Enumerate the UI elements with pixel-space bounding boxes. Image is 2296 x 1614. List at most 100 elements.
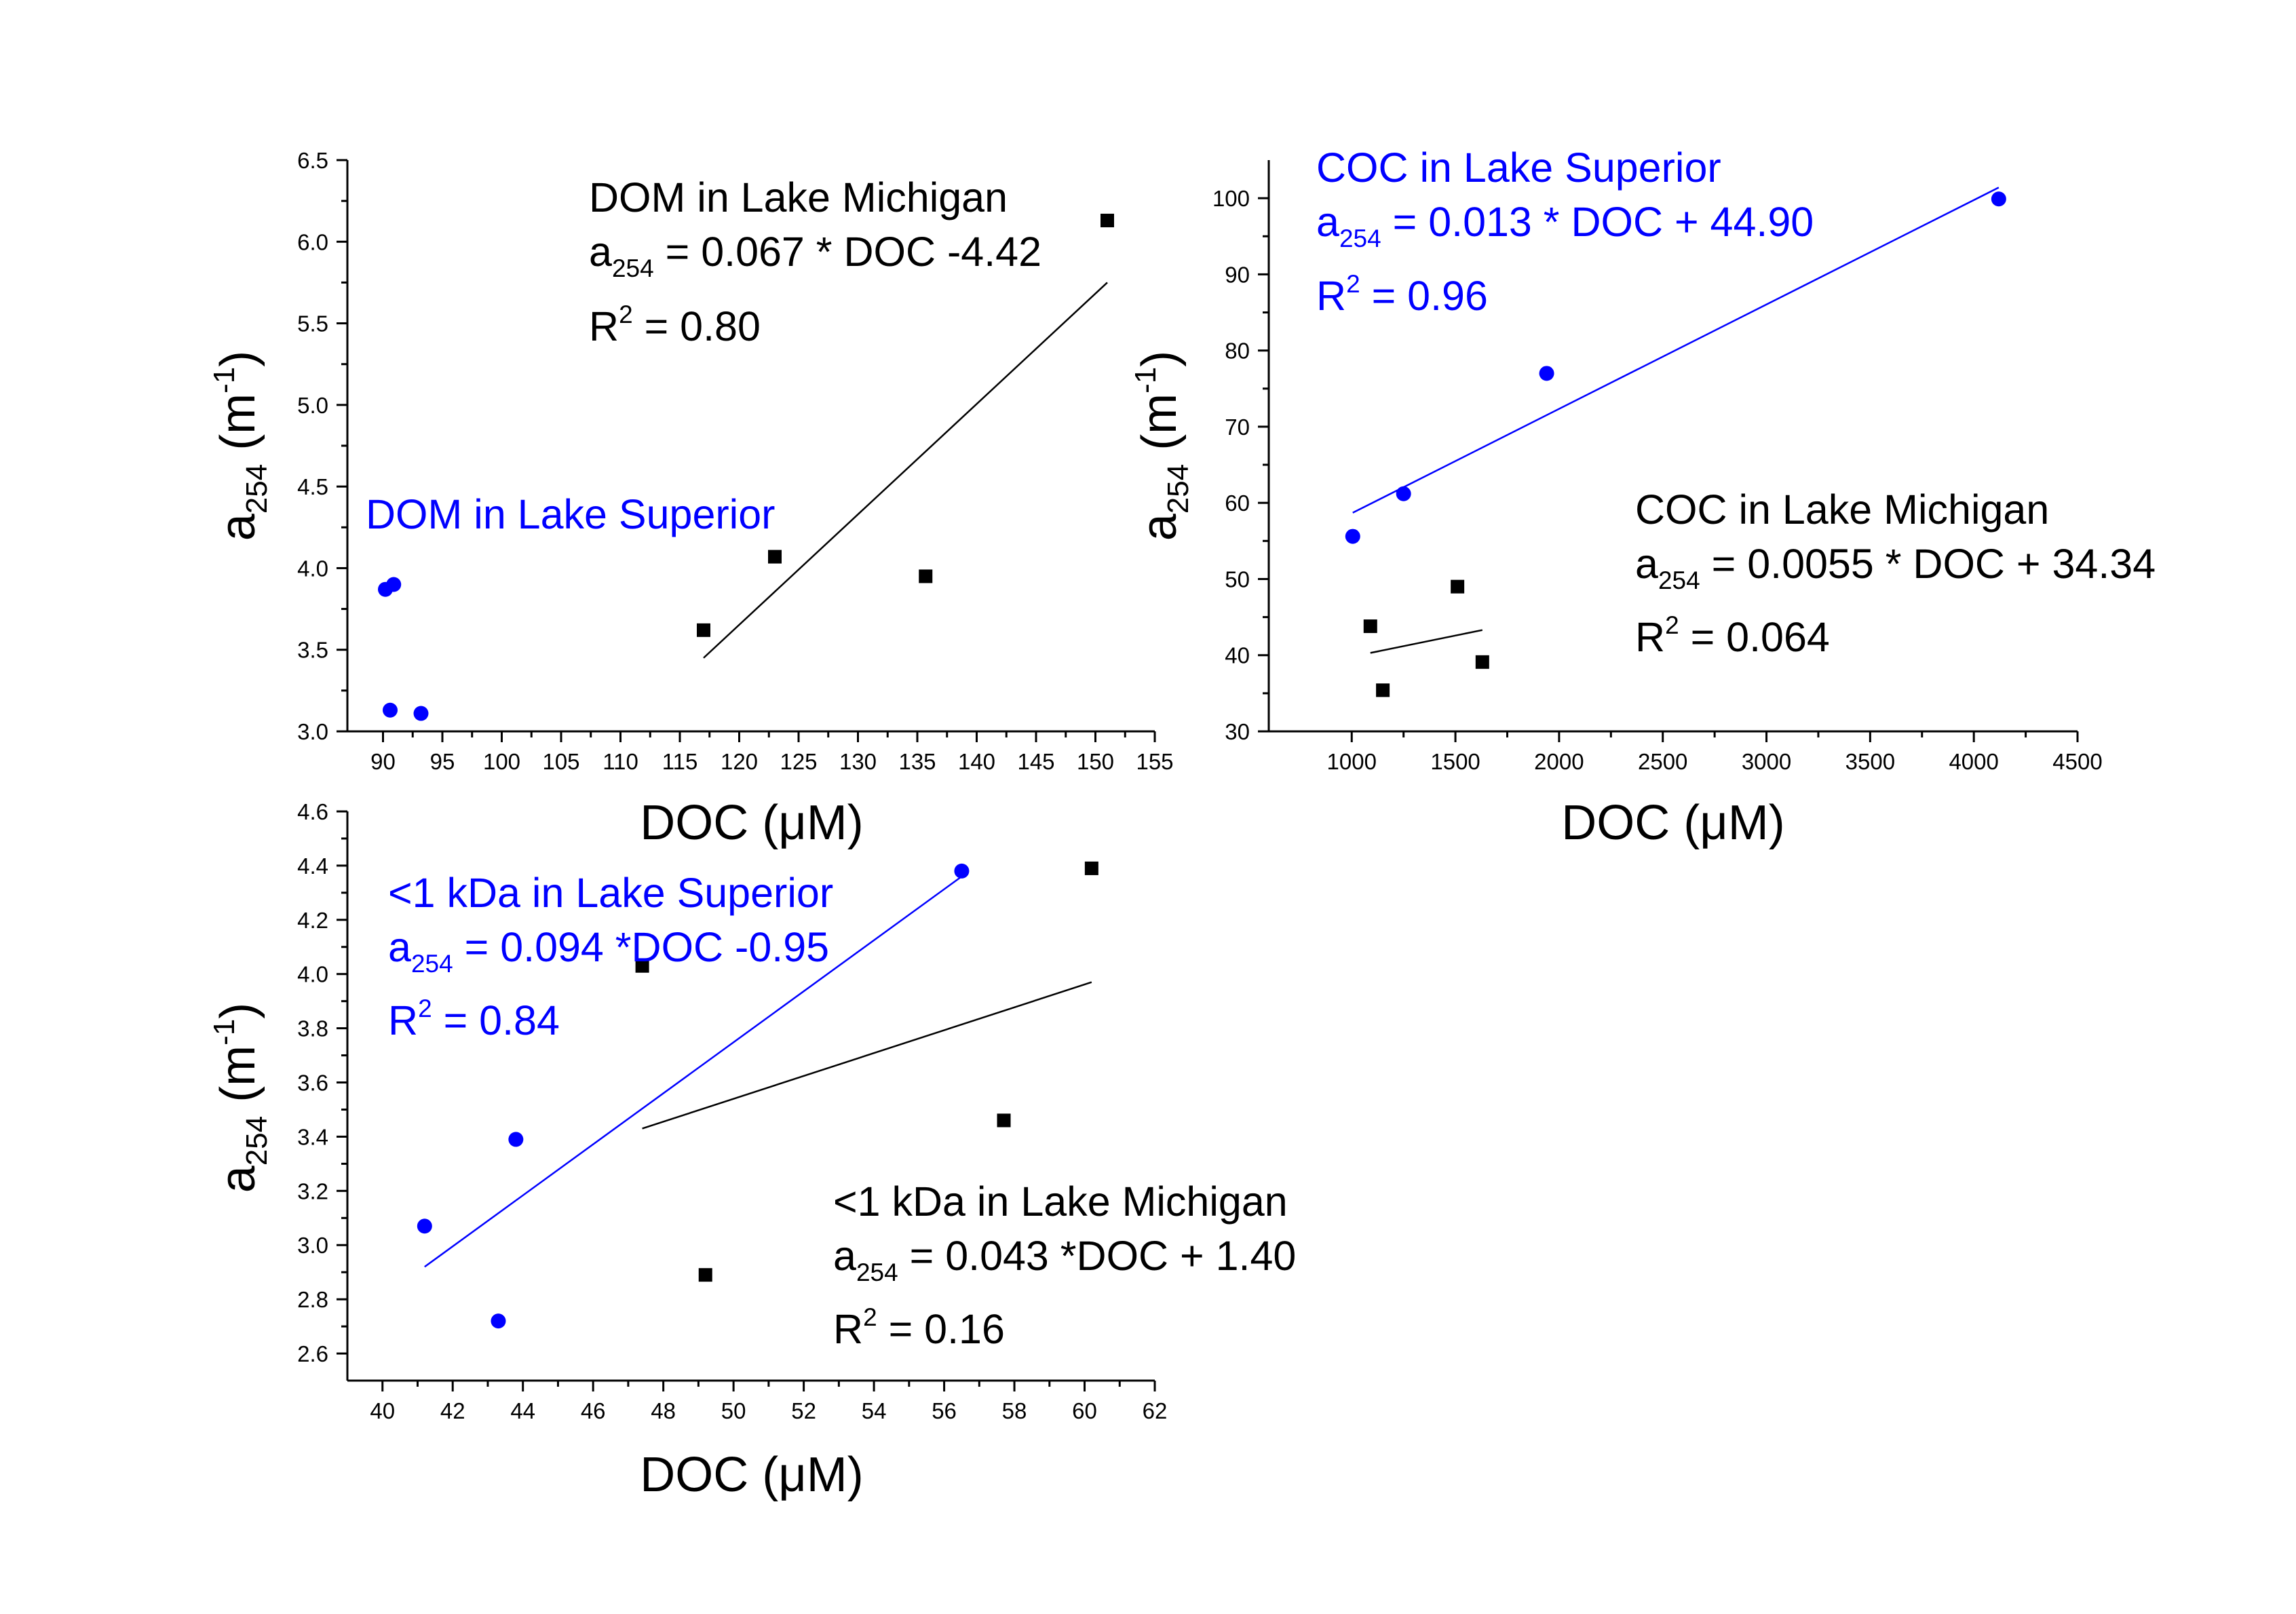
x-tick-label: 140 (958, 749, 995, 774)
y-tick-label: 4.0 (297, 962, 328, 987)
annotation-lmw-michigan: <1 kDa in Lake Michigan a254 = 0.043 *DO… (833, 1178, 1296, 1352)
annotation-lmw-superior: <1 kDa in Lake Superior a254 = 0.094 *DO… (388, 870, 833, 1043)
y-tick-label: 4.0 (297, 556, 328, 581)
data-point-square (698, 1268, 712, 1282)
x-tick-label: 44 (510, 1398, 535, 1423)
x-tick-label: 100 (483, 749, 520, 774)
x-tick-label: 48 (651, 1398, 676, 1423)
annotation-r-squared: R2 = 0.80 (589, 301, 761, 349)
y-tick-label: 3.4 (297, 1124, 328, 1149)
annotation-title: <1 kDa in Lake Superior (388, 870, 833, 916)
y-tick-label: 2.8 (297, 1287, 328, 1312)
annotation-r-squared: R2 = 0.064 (1635, 611, 1830, 660)
x-tick-label: 135 (898, 749, 936, 774)
x-tick-label: 3500 (1845, 749, 1895, 774)
y-tick-label: 6.5 (297, 148, 328, 173)
x-tick-label: 150 (1077, 749, 1114, 774)
annotation-dom-michigan: DOM in Lake Michigan a254 = 0.067 * DOC … (589, 174, 1041, 349)
data-point-square (1376, 683, 1390, 697)
annotation-equation: a254 = 0.0055 * DOC + 34.34 (1635, 541, 2156, 594)
x-tick-label: 105 (542, 749, 579, 774)
x-tick-label: 1000 (1327, 749, 1377, 774)
y-tick-label: 5.5 (297, 311, 328, 337)
y-tick-label: 5.0 (297, 393, 328, 418)
data-point-circle (508, 1132, 524, 1147)
annotation-equation: a254 = 0.013 * DOC + 44.90 (1316, 199, 1814, 252)
data-point-square (697, 623, 710, 637)
annotation-coc-michigan: COC in Lake Michigan a254 = 0.0055 * DOC… (1635, 486, 2156, 660)
annotation-equation: a254 = 0.043 *DOC + 1.40 (833, 1233, 1296, 1286)
panel-lmw: 40 42 44 46 48 50 52 54 56 58 60 62 2.6 2.8 3.0 3.2 3.4 3… (208, 799, 1167, 1502)
x-tick-label: 40 (370, 1398, 395, 1423)
y-tick-label: 30 (1225, 719, 1250, 744)
panel-coc: 1000 1500 2000 2500 3000 3500 4000 4500 30 40 50 60… (1129, 160, 2103, 850)
annotation-r-squared: R2 = 0.16 (833, 1303, 1005, 1352)
x-tick-label: 52 (791, 1398, 816, 1423)
y-tick-label: 90 (1225, 262, 1250, 287)
annotation-title: DOM in Lake Michigan (589, 174, 1008, 220)
y-tick-label: 4.4 (297, 853, 328, 879)
y-tick-label: 40 (1225, 643, 1250, 668)
annotation-r-squared: R2 = 0.96 (1316, 270, 1488, 319)
y-tick-label: 3.6 (297, 1071, 328, 1096)
x-tick-label: 4500 (2052, 749, 2102, 774)
data-point-square (635, 959, 649, 973)
y-tick-label: 4.5 (297, 474, 328, 499)
x-tick-label: 2500 (1638, 749, 1687, 774)
y-axis-title: a254 (m-1) (208, 1003, 273, 1193)
data-point-circle (417, 1218, 432, 1234)
annotation-title: COC in Lake Michigan (1635, 486, 2049, 533)
y-tick-label: 70 (1225, 415, 1250, 440)
x-tick-label: 1500 (1430, 749, 1480, 774)
data-point-circle (1991, 191, 2006, 207)
annotation-r-squared: R2 = 0.84 (388, 995, 560, 1043)
data-point-square (1451, 579, 1465, 594)
data-point-square (997, 1113, 1011, 1128)
x-tick-label: 3000 (1742, 749, 1791, 774)
data-point-circle (1539, 366, 1554, 381)
data-point-circle (383, 702, 398, 718)
y-tick-label: 3.2 (297, 1178, 328, 1204)
data-point-square (1084, 861, 1098, 875)
data-point-circle (1396, 486, 1411, 501)
data-point-square (1101, 214, 1114, 228)
y-tick-label: 4.6 (297, 799, 328, 824)
x-axis-title: DOC (μM) (1561, 796, 1784, 850)
x-axis-title: DOC (μM) (640, 796, 863, 850)
x-axis-title: DOC (μM) (640, 1448, 863, 1502)
x-tick-label: 95 (430, 749, 455, 774)
x-tick-label: 130 (839, 749, 877, 774)
y-tick-label: 60 (1225, 491, 1250, 516)
x-tick-label: 90 (370, 749, 396, 774)
x-tick-label: 125 (780, 749, 817, 774)
panel-dom: 90 95 100 105 110 115 120 125 130 135 140 145 150 155… (208, 148, 1174, 850)
y-axis-title: a254 (m-1) (208, 351, 273, 541)
data-point-square (1475, 655, 1489, 669)
x-tick-label: 115 (662, 749, 698, 774)
x-tick-label: 46 (581, 1398, 606, 1423)
data-point-square (919, 569, 933, 583)
fit-line (642, 981, 1092, 1130)
annotation-dom-superior: DOM in Lake Superior (366, 491, 775, 537)
y-tick-label: 3.8 (297, 1016, 328, 1041)
annotation-title: COC in Lake Superior (1316, 145, 1721, 191)
fit-line (424, 875, 963, 1268)
data-point-square (768, 550, 782, 564)
fit-line (1370, 629, 1483, 654)
annotation-equation: a254 = 0.067 * DOC -4.42 (589, 229, 1041, 282)
fit-line (703, 282, 1108, 659)
y-tick-label: 50 (1225, 566, 1250, 592)
y-tick-label: 3.0 (297, 1233, 328, 1258)
y-tick-label: 3.5 (297, 638, 328, 663)
y-tick-label: 4.2 (297, 908, 328, 933)
x-tick-label: 56 (932, 1398, 957, 1423)
annotation-title: <1 kDa in Lake Michigan (833, 1178, 1288, 1225)
x-tick-label: 120 (721, 749, 758, 774)
data-point-circle (491, 1313, 506, 1329)
x-tick-label: 62 (1143, 1398, 1168, 1423)
x-tick-label: 60 (1072, 1398, 1097, 1423)
y-tick-label: 100 (1212, 186, 1250, 211)
y-axis-title: a254 (m-1) (1129, 351, 1195, 541)
